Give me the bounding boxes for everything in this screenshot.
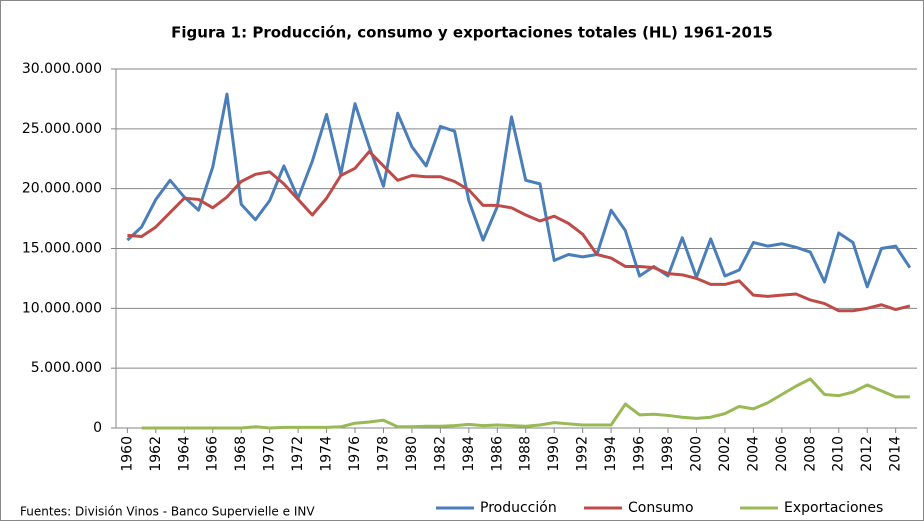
x-tick-label: 2002 [717,436,733,472]
x-tick-label: 1960 [119,436,135,472]
series-line [141,377,910,430]
x-tick-label: 1966 [205,436,221,472]
legend-label: Exportaciones [784,500,883,516]
x-tick-label: 1998 [660,436,676,472]
x-tick-label: 1994 [603,436,619,472]
source-note: Fuentes: División Vinos - Banco Supervie… [20,505,315,519]
x-tick-label: 1986 [489,436,505,472]
x-tick-label: 1980 [404,436,420,472]
x-tick-label: 1976 [347,436,363,472]
x-tick-label: 1988 [518,436,534,472]
chart-title: Figura 1: Producción, consumo y exportac… [171,24,773,42]
x-tick-label: 1984 [461,436,477,472]
x-tick-label: 2014 [888,436,904,472]
x-tick-label: 1964 [176,436,192,472]
y-tick-label: 10.000.000 [22,300,102,316]
x-tick-label: 1970 [262,436,278,472]
y-tick-label: 25.000.000 [22,121,102,137]
series-line [127,150,911,313]
x-tick-label: 2006 [774,436,790,472]
x-tick-label: 1968 [233,436,249,472]
y-tick-label: 5.000.000 [31,360,102,376]
x-tick-label: 2000 [688,436,704,472]
x-tick-label: 2010 [831,436,847,472]
x-tick-label: 1982 [432,436,448,472]
x-tick-label: 2012 [859,436,875,472]
x-tick-label: 2004 [745,436,761,472]
y-tick-label: 0 [93,420,102,436]
x-tick-label: 1996 [632,436,648,472]
x-tick-label: 1972 [290,436,306,472]
x-tick-label: 1978 [375,436,391,472]
legend-label: Producción [480,500,557,516]
y-tick-label: 20.000.000 [22,181,102,197]
x-tick-label: 1974 [319,436,335,472]
x-tick-label: 2008 [802,436,818,472]
y-tick-label: 30.000.000 [22,61,102,77]
legend-label: Consumo [628,500,694,516]
y-tick-label: 15.000.000 [22,241,102,257]
x-tick-label: 1962 [148,436,164,472]
x-tick-label: 1992 [575,436,591,472]
series-line [126,92,912,289]
x-tick-label: 1990 [546,436,562,472]
